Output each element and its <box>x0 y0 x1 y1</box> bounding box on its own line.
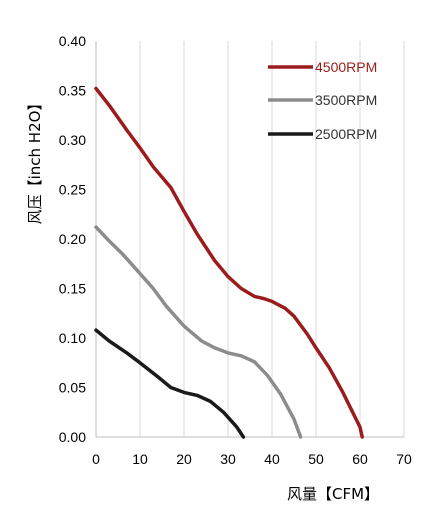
x-axis-title: 风量【CFM】 <box>287 485 379 503</box>
x-tick-label-30: 30 <box>220 451 236 467</box>
y-tick-label-0.15: 0.15 <box>59 281 86 297</box>
legend-label-2500RPM: 2500RPM <box>315 126 377 142</box>
series-line-4500RPM <box>94 86 364 439</box>
grid-lines <box>139 41 405 437</box>
series-line-3500RPM <box>94 225 303 439</box>
y-tick-label-0.05: 0.05 <box>59 380 86 396</box>
y-tick-label-0.10: 0.10 <box>59 330 86 346</box>
y-tick-label-0.35: 0.35 <box>59 83 86 99</box>
y-tick-label-0.25: 0.25 <box>59 182 86 198</box>
series-lines <box>94 86 364 439</box>
y-tick-label-0.30: 0.30 <box>59 132 86 148</box>
y-tick-label-0.40: 0.40 <box>59 33 86 49</box>
legend-label-4500RPM: 4500RPM <box>315 59 377 75</box>
y-tick-label-0.20: 0.20 <box>59 231 86 247</box>
x-tick-label-70: 70 <box>396 451 412 467</box>
y-axis-title: 风压【inch H2O】 <box>26 96 44 225</box>
x-tick-label-40: 40 <box>264 451 280 467</box>
x-tick-label-60: 60 <box>352 451 368 467</box>
axes <box>95 41 404 438</box>
x-tick-label-0: 0 <box>92 451 100 467</box>
legend-label-3500RPM: 3500RPM <box>315 92 377 108</box>
x-tick-label-50: 50 <box>308 451 324 467</box>
x-tick-label-10: 10 <box>132 451 148 467</box>
y-tick-label-0.00: 0.00 <box>59 429 86 445</box>
series-line-2500RPM <box>94 328 246 439</box>
legend: 4500RPM 3500RPM 2500RPM <box>268 59 377 142</box>
tick-labels: 0 10 20 30 40 50 60 70 0.00 0.05 0.10 0.15 0.20 0.25 0… <box>59 33 412 467</box>
x-tick-label-20: 20 <box>176 451 192 467</box>
